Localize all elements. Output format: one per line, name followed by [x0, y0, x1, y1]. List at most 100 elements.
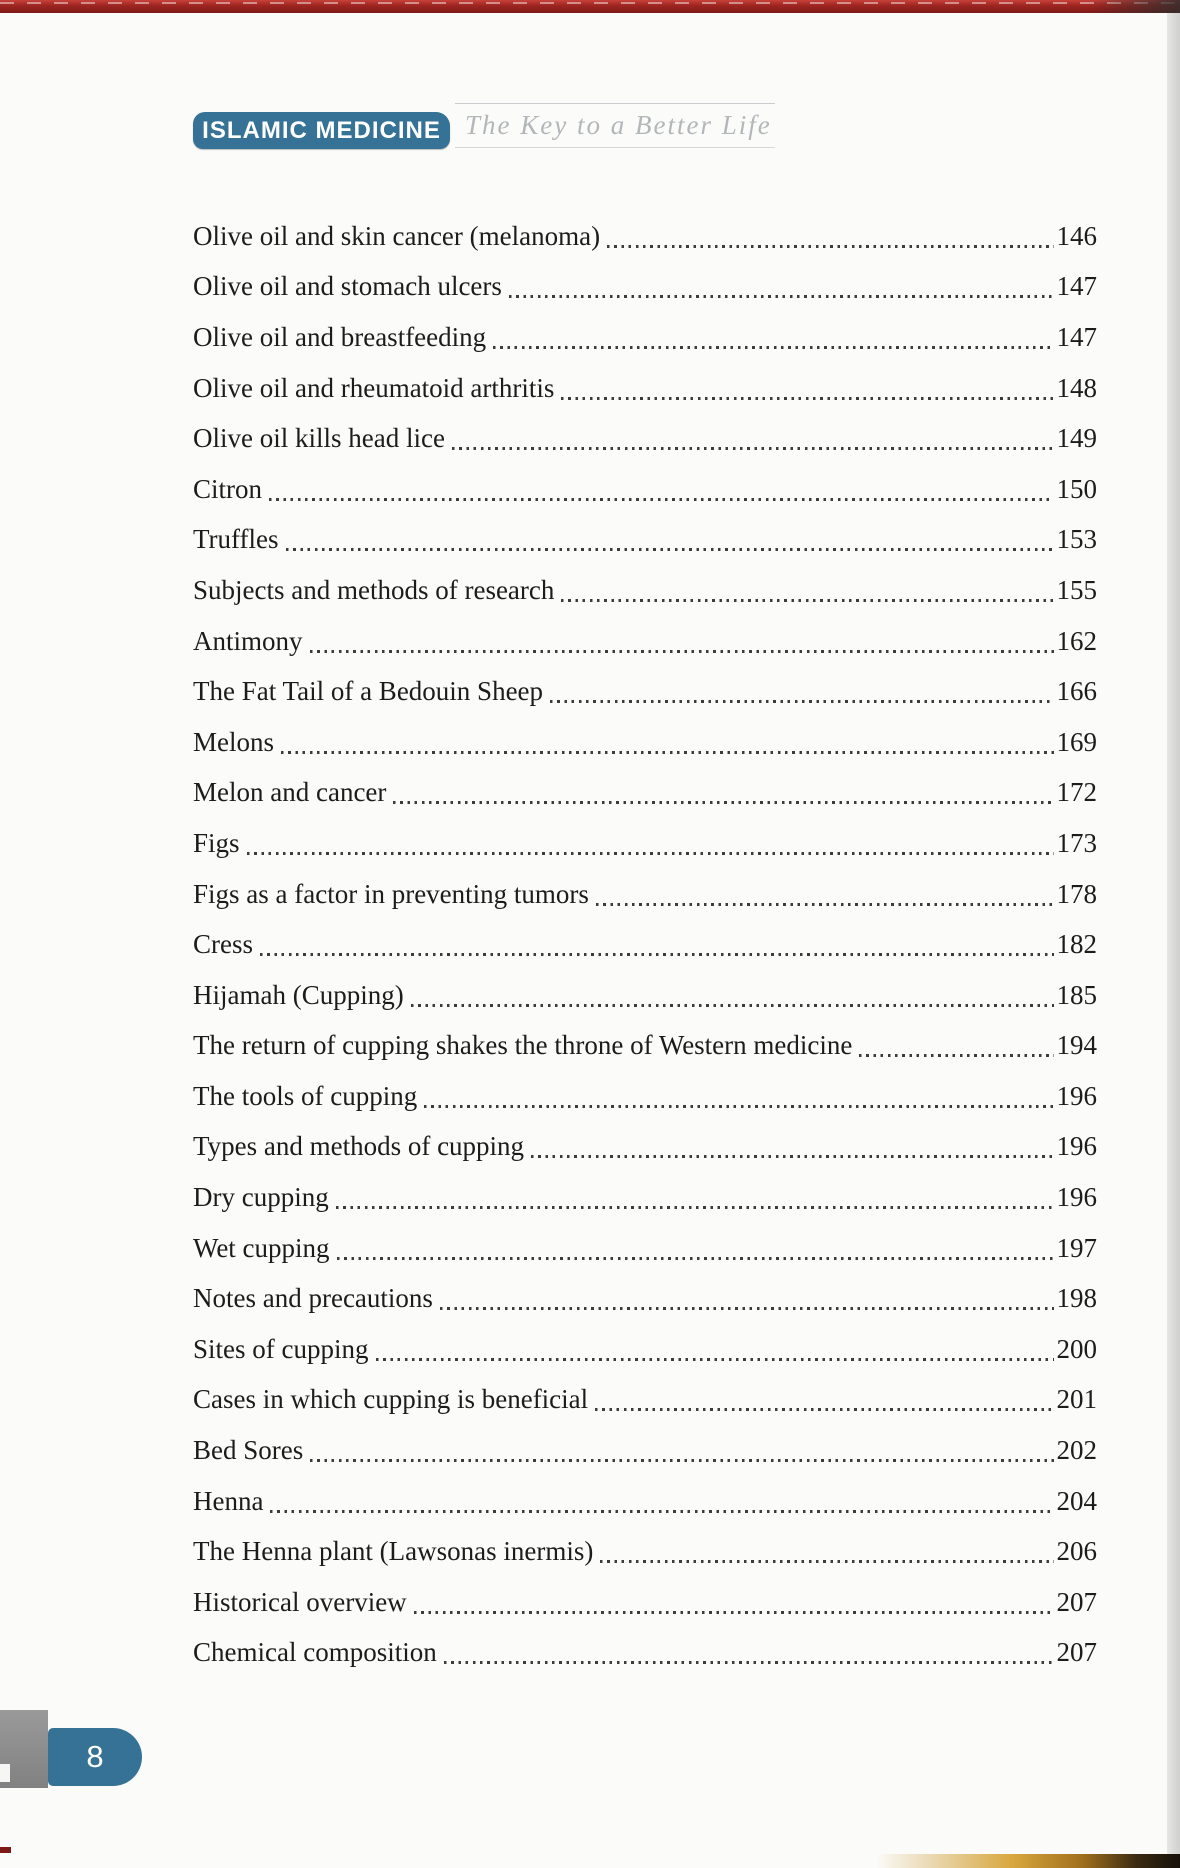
toc-entry-page: 197: [1056, 1232, 1098, 1263]
toc-leader-dots: [451, 447, 1054, 451]
toc-leader-dots: [260, 953, 1054, 957]
toc-entry-page: 173: [1056, 827, 1098, 858]
photo-edge-artifact: [875, 1854, 1180, 1868]
toc-entry-title: Subjects and methods of research: [193, 574, 555, 605]
toc-leader-dots: [561, 396, 1054, 400]
toc-leader-dots: [607, 244, 1054, 248]
toc-entry-page: 148: [1056, 372, 1098, 403]
toc-list: Olive oil and skin cancer (melanoma) 146…: [193, 211, 1097, 1678]
toc-leader-dots: [561, 598, 1054, 602]
toc-row: Subjects and methods of research 155: [193, 565, 1097, 616]
series-title-badge: ISLAMIC MEDICINE: [193, 112, 450, 149]
toc-leader-dots: [410, 1003, 1054, 1007]
toc-row: Hijamah (Cupping) 185: [193, 970, 1097, 1021]
toc-entry-title: Dry cupping: [193, 1182, 329, 1213]
toc-row: Olive oil kills head lice 149: [193, 413, 1097, 464]
toc-leader-dots: [270, 1509, 1054, 1513]
toc-row: Olive oil and breastfeeding 147: [193, 312, 1097, 363]
toc-entry-page: 149: [1056, 423, 1098, 454]
toc-entry-title: Olive oil and breastfeeding: [193, 321, 487, 352]
toc-entry-title: Bed Sores: [193, 1435, 304, 1466]
toc-entry-title: The tools of cupping: [193, 1080, 418, 1111]
toc-entry-page: 201: [1056, 1384, 1098, 1415]
toc-row: The Fat Tail of a Bedouin Sheep 166: [193, 666, 1097, 717]
toc-entry-title: The Fat Tail of a Bedouin Sheep: [193, 676, 544, 707]
toc-row: Henna 204: [193, 1476, 1097, 1527]
toc-entry-title: Chemical composition: [193, 1637, 437, 1668]
toc-entry-title: Historical overview: [193, 1586, 407, 1617]
toc-entry-title: Hijamah (Cupping): [193, 979, 404, 1010]
toc-leader-dots: [335, 1206, 1054, 1210]
toc-leader-dots: [600, 1560, 1054, 1564]
toc-row: Olive oil and skin cancer (melanoma) 146: [193, 211, 1097, 262]
toc-row: The Henna plant (Lawsonas inermis) 206: [193, 1526, 1097, 1577]
toc-leader-dots: [595, 902, 1054, 906]
toc-entry-page: 147: [1056, 271, 1098, 302]
toc-row: Olive oil and stomach ulcers 147: [193, 262, 1097, 313]
toc-row: Citron 150: [193, 464, 1097, 515]
toc-row: Figs 173: [193, 818, 1097, 869]
toc-row: Melons 169: [193, 717, 1097, 768]
toc-entry-title: Sites of cupping: [193, 1333, 369, 1364]
toc-entry-page: 146: [1056, 220, 1098, 251]
toc-entry-page: 207: [1056, 1637, 1098, 1668]
toc-entry-title: Citron: [193, 473, 263, 504]
toc-row: Types and methods of cupping 196: [193, 1122, 1097, 1173]
toc-leader-dots: [246, 851, 1054, 855]
toc-leader-dots: [443, 1661, 1054, 1665]
toc-entry-page: 198: [1056, 1283, 1098, 1314]
toc-entry-title: The return of cupping shakes the throne …: [193, 1030, 853, 1061]
toc-entry-page: 196: [1056, 1080, 1098, 1111]
toc-leader-dots: [595, 1408, 1054, 1412]
toc-row: Cress 182: [193, 919, 1097, 970]
toc-entry-page: 206: [1056, 1536, 1098, 1567]
toc-leader-dots: [393, 801, 1054, 805]
toc-row: Historical overview 207: [193, 1577, 1097, 1628]
toc-entry-page: 204: [1056, 1485, 1098, 1516]
toc-entry-page: 169: [1056, 726, 1098, 757]
toc-row: Bed Sores 202: [193, 1425, 1097, 1476]
toc-leader-dots: [439, 1307, 1054, 1311]
toc-entry-title: The Henna plant (Lawsonas inermis): [193, 1536, 594, 1567]
toc-entry-title: Cases in which cupping is beneficial: [193, 1384, 589, 1415]
toc-leader-dots: [310, 1459, 1054, 1463]
toc-row: Dry cupping 196: [193, 1172, 1097, 1223]
toc-entry-title: Melon and cancer: [193, 777, 387, 808]
toc-entry-page: 162: [1056, 625, 1098, 656]
toc-entry-title: Olive oil and stomach ulcers: [193, 271, 502, 302]
toc-entry-title: Figs: [193, 827, 240, 858]
toc-entry-page: 207: [1056, 1586, 1098, 1617]
toc-entry-title: Olive oil and rheumatoid arthritis: [193, 372, 555, 403]
toc-entry-title: Notes and precautions: [193, 1283, 433, 1314]
toc-row: Wet cupping 197: [193, 1223, 1097, 1274]
page-number-tab: 8: [48, 1728, 142, 1786]
page-right-edge-shadow: [1167, 13, 1180, 1868]
toc-entry-page: 153: [1056, 524, 1098, 555]
toc-entry-page: 182: [1056, 929, 1098, 960]
toc-leader-dots: [336, 1256, 1054, 1260]
toc-entry-page: 202: [1056, 1435, 1098, 1466]
toc-entry-title: Olive oil kills head lice: [193, 423, 445, 454]
tagline-band: The Key to a Better Life: [455, 103, 775, 148]
toc-entry-title: Truffles: [193, 524, 279, 555]
toc-leader-dots: [508, 295, 1054, 299]
toc-leader-dots: [859, 1054, 1054, 1058]
toc-entry-title: Melons: [193, 726, 274, 757]
toc-row: Olive oil and rheumatoid arthritis 148: [193, 363, 1097, 414]
photo-corner-mark: [0, 1847, 11, 1853]
footer-gray-ornament: [0, 1710, 48, 1788]
toc-row: The return of cupping shakes the throne …: [193, 1021, 1097, 1072]
toc-entry-page: 196: [1056, 1182, 1098, 1213]
toc-leader-dots: [269, 497, 1054, 501]
toc-entry-title: Olive oil and skin cancer (melanoma): [193, 220, 601, 251]
toc-entry-page: 172: [1056, 777, 1098, 808]
toc-entry-title: Henna: [193, 1485, 264, 1516]
toc-row: Chemical composition 207: [193, 1628, 1097, 1679]
toc-entry-page: 178: [1056, 878, 1098, 909]
toc-entry-page: 150: [1056, 473, 1098, 504]
toc-row: Cases in which cupping is beneficial 201: [193, 1375, 1097, 1426]
toc-entry-title: Wet cupping: [193, 1232, 330, 1263]
toc-leader-dots: [493, 345, 1054, 349]
toc-row: Antimony 162: [193, 616, 1097, 667]
toc-leader-dots: [285, 548, 1054, 552]
